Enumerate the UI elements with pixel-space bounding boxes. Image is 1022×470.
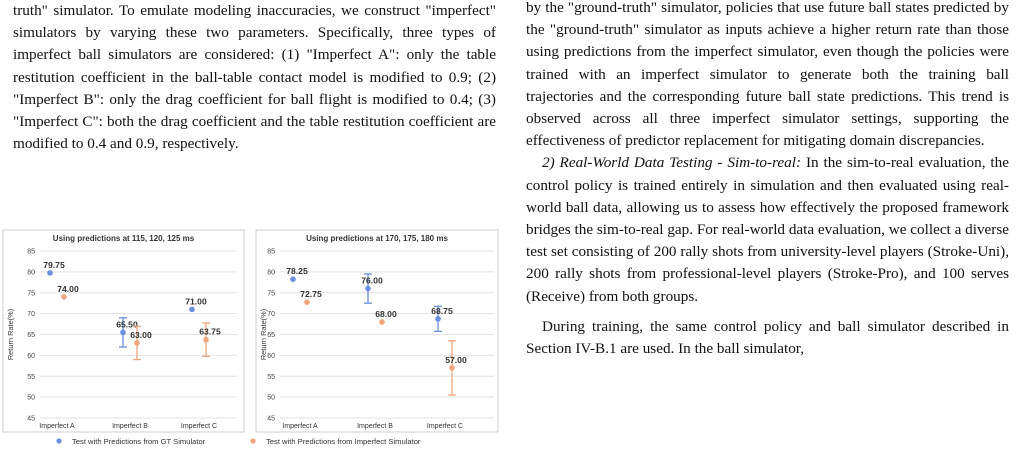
x-tick-label: Imperfect A — [282, 423, 318, 430]
data-label: 63.00 — [130, 330, 152, 340]
y-tick-label: 55 — [27, 374, 35, 381]
data-point — [61, 294, 67, 300]
y-tick-label: 50 — [27, 395, 35, 402]
x-tick-label: Imperfect B — [112, 423, 148, 430]
y-tick-label: 85 — [27, 249, 35, 256]
right-paragraph-2: 2) Real-World Data Testing - Sim-to-real… — [526, 152, 1009, 307]
data-point — [134, 340, 140, 346]
y-tick-label: 85 — [267, 249, 275, 256]
y-tick-label: 70 — [27, 311, 35, 318]
y-tick-label: 60 — [27, 353, 35, 360]
left-column: truth" simulator. To emulate modeling in… — [13, 0, 496, 155]
y-tick-label: 65 — [267, 332, 275, 339]
section-title: 2) Real-World Data Testing - Sim-to-real… — [542, 154, 802, 172]
data-point — [435, 316, 441, 322]
y-tick-label: 75 — [27, 290, 35, 297]
y-tick-label: 55 — [267, 374, 275, 381]
legend-marker-imperfect — [250, 438, 256, 444]
data-point — [120, 329, 126, 336]
right-paragraph-3: During training, the same control policy… — [526, 317, 1009, 358]
data-label: 57.00 — [445, 355, 467, 365]
x-tick-label: Imperfect C — [427, 423, 463, 430]
data-label: 68.00 — [375, 309, 397, 319]
data-label: 72.75 — [300, 289, 322, 299]
data-label: 78.25 — [286, 266, 308, 276]
results-figure: Using predictions at 115, 120, 125 ms 45 5… — [2, 229, 499, 446]
y-tick-label: 70 — [267, 311, 275, 318]
legend-label-imperfect: Test with Predictions from Imperfect Sim… — [266, 437, 421, 446]
y-axis-label: Return Rate(%) — [6, 309, 15, 360]
legend-label-gt: Test with Predictions from GT Simulator — [72, 437, 206, 446]
data-label: 71.00 — [185, 296, 207, 306]
chart-panel-1: Using predictions at 115, 120, 125 ms 45 5… — [2, 229, 245, 433]
data-point — [379, 319, 385, 325]
y-tick-label: 60 — [267, 353, 275, 360]
chart-title: Using predictions at 170, 175, 180 ms — [306, 234, 448, 243]
y-tick-label: 65 — [27, 332, 35, 339]
data-label: 63.75 — [199, 327, 221, 337]
right-paragraph-1: by the "ground-truth" simulator, policie… — [526, 0, 1009, 150]
x-tick-label: Imperfect B — [357, 423, 393, 430]
data-point — [47, 270, 53, 276]
data-point — [365, 285, 371, 292]
y-axis-label: Return Rate(%) — [259, 309, 268, 360]
data-label: 76.00 — [361, 276, 383, 286]
y-tick-label: 80 — [267, 269, 275, 276]
y-tick-label: 80 — [27, 269, 35, 276]
data-point — [449, 365, 455, 371]
chart-panel-2: Using predictions at 170, 175, 180 ms 45 5… — [255, 229, 499, 433]
chart-title: Using predictions at 115, 120, 125 ms — [53, 234, 195, 243]
y-tick-label: 45 — [267, 416, 275, 423]
y-tick-label: 75 — [267, 290, 275, 297]
right-column: by the "ground-truth" simulator, policie… — [526, 0, 1009, 360]
y-tick-label: 45 — [27, 416, 35, 423]
data-point — [304, 299, 310, 305]
figure-legend: Test with Predictions from GT Simulator … — [56, 437, 421, 446]
y-tick-label: 50 — [267, 395, 275, 402]
right-paragraph-2-body: In the sim-to-real evaluation, the contr… — [526, 154, 1009, 305]
data-point — [203, 336, 209, 343]
chart-frame — [2, 229, 245, 433]
legend-marker-gt — [56, 438, 62, 444]
data-label: 79.75 — [43, 260, 65, 270]
chart-frame — [255, 229, 499, 433]
x-tick-label: Imperfect C — [181, 423, 217, 430]
data-point — [189, 306, 195, 313]
data-label: 74.00 — [57, 284, 79, 294]
data-label: 68.75 — [431, 306, 453, 316]
x-tick-label: Imperfect A — [39, 423, 75, 430]
left-paragraph: truth" simulator. To emulate modeling in… — [13, 2, 496, 153]
figure: Using predictions at 115, 120, 125 ms 45 5… — [0, 228, 510, 470]
data-point — [290, 276, 296, 282]
data-label: 65.50 — [116, 319, 138, 329]
